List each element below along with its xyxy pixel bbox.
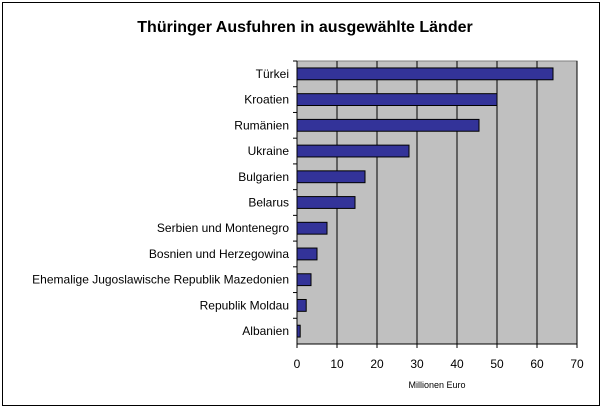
category-label: Belarus <box>248 196 289 210</box>
category-label: Türkei <box>256 67 289 81</box>
category-label: Kroatien <box>244 93 289 107</box>
bar <box>296 67 554 81</box>
bar <box>296 298 307 312</box>
bar <box>296 118 480 132</box>
bar <box>296 273 312 287</box>
bar <box>296 196 356 209</box>
category-label: Ukraine <box>248 144 290 158</box>
bar <box>296 247 318 261</box>
x-tick-label: 10 <box>330 357 344 371</box>
gridlines <box>293 60 578 348</box>
chart-title: Thüringer Ausfuhren in ausgewählte Lände… <box>137 19 472 36</box>
x-tick-label: 0 <box>294 357 301 371</box>
chart-frame: Thüringer Ausfuhren in ausgewählte Lände… <box>2 2 600 406</box>
category-label: Albanien <box>242 324 289 338</box>
x-tick-label: 20 <box>370 357 384 371</box>
category-label: Bulgarien <box>238 170 289 184</box>
bars <box>296 67 554 338</box>
x-tick-label: 70 <box>570 357 584 371</box>
category-label: Bosnien und Herzegowina <box>149 247 289 261</box>
x-tick-label: 40 <box>450 357 464 371</box>
bar-chart: Thüringer Ausfuhren in ausgewählte Lände… <box>32 19 584 390</box>
bar <box>296 324 301 338</box>
x-tick-labels: 0 10 20 30 40 50 60 70 <box>294 357 584 371</box>
category-label: Rumänien <box>234 118 289 132</box>
category-label: Serbien und Montenegro <box>157 221 289 235</box>
category-label: Ehemalige Jugoslawische Republik Mazedon… <box>32 273 289 287</box>
bar <box>296 221 328 235</box>
x-tick-label: 30 <box>410 357 424 371</box>
bar <box>296 170 366 184</box>
bar <box>296 144 410 158</box>
bar <box>296 93 498 107</box>
x-tick-label: 50 <box>490 357 504 371</box>
category-label: Republik Moldau <box>200 298 289 312</box>
x-tick-label: 60 <box>530 357 544 371</box>
x-axis-label: Millionen Euro <box>408 380 465 390</box>
category-labels: Türkei Kroatien Rumänien Ukraine Bulgarien Be… <box>32 67 289 338</box>
